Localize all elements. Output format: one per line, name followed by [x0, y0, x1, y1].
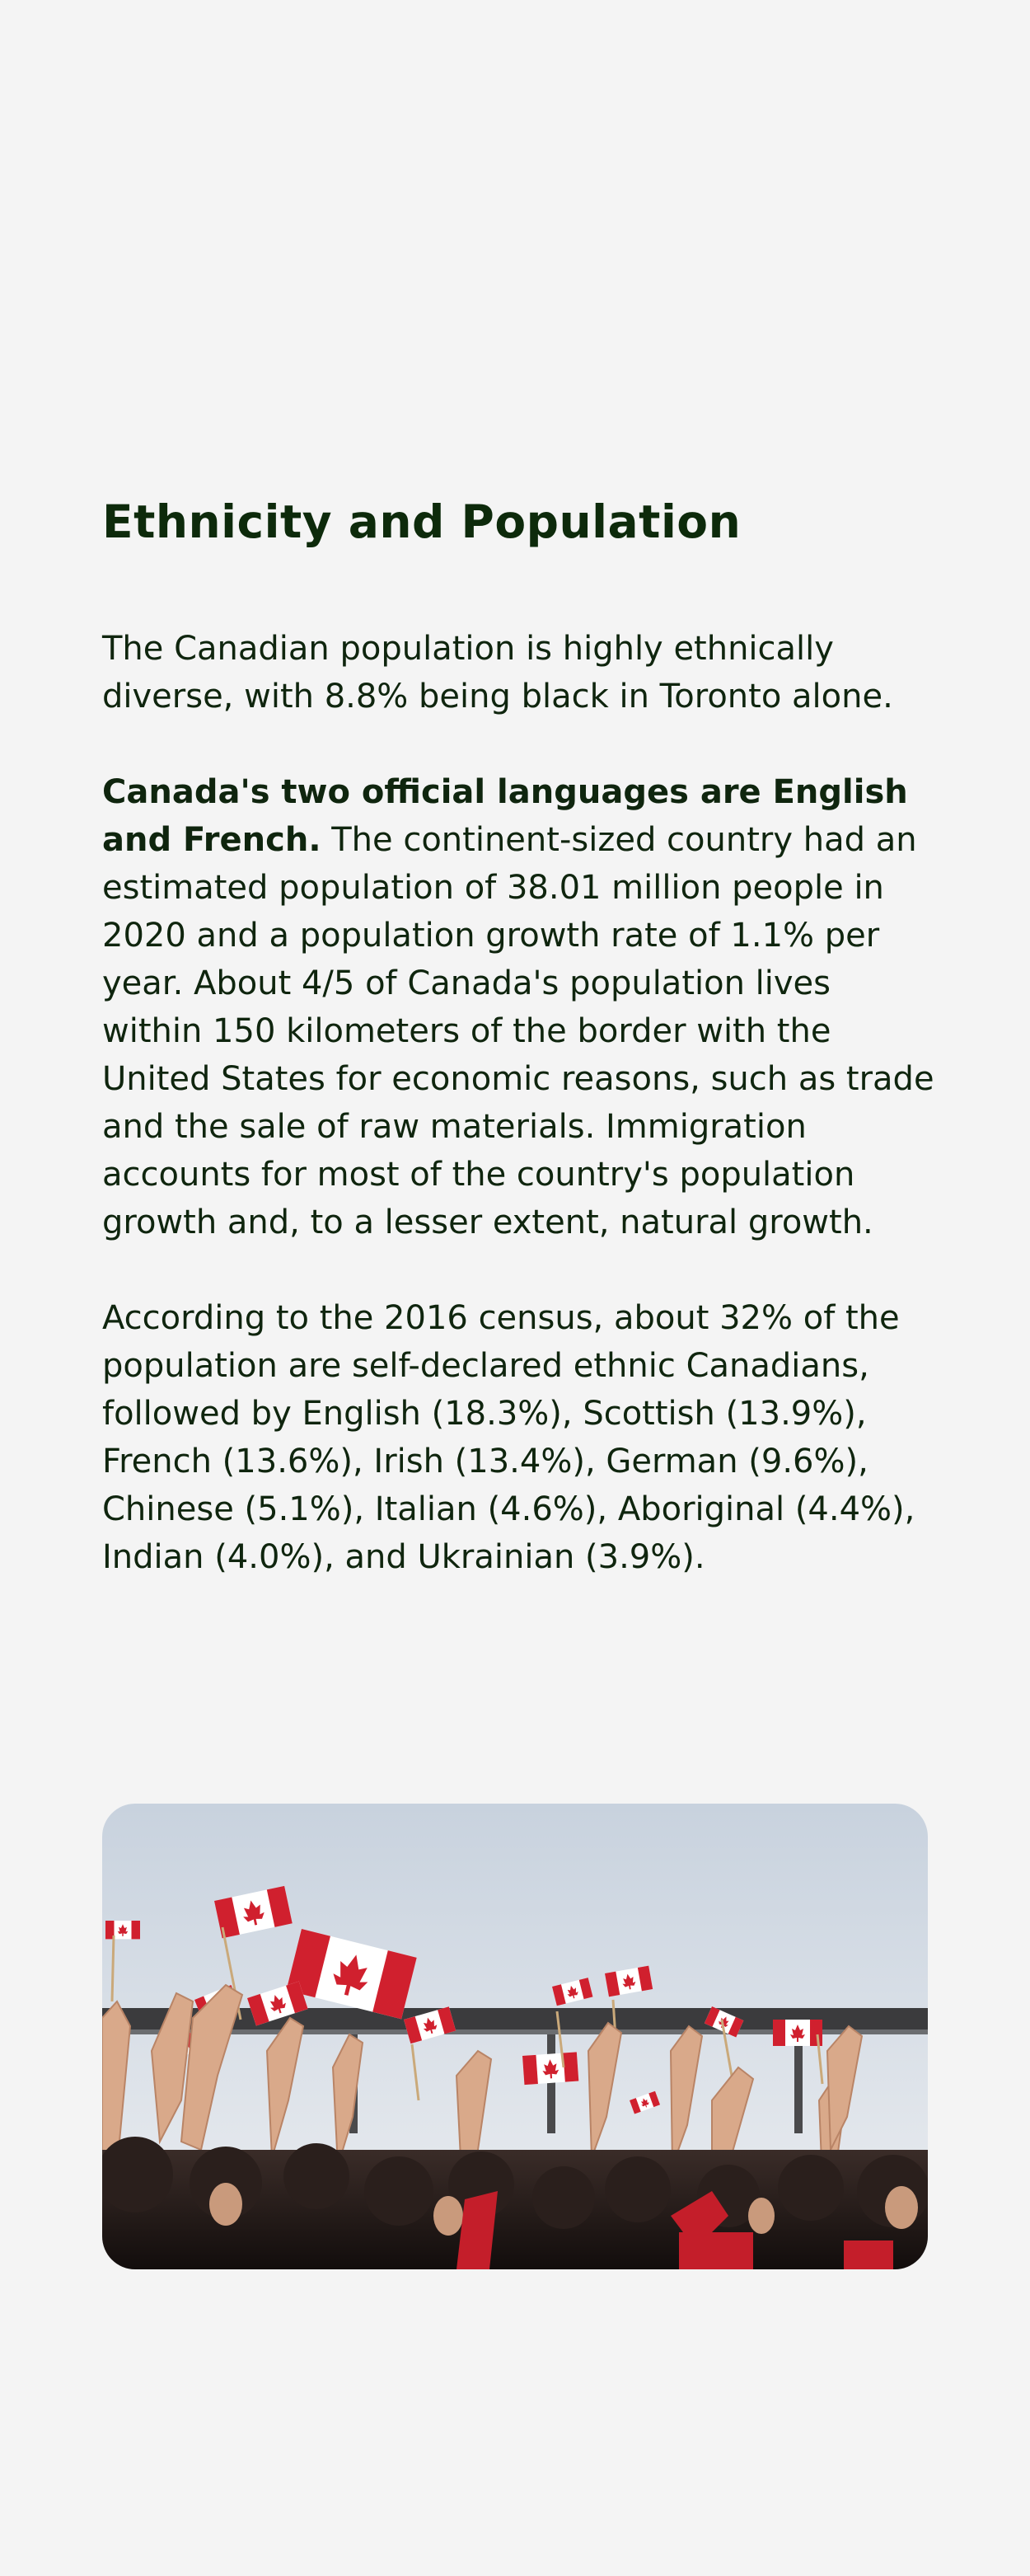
paragraph-body: The continent-sized country had an estim…: [102, 821, 934, 1241]
paragraph-census: According to the 2016 census, about 32% …: [102, 1299, 915, 1576]
ethnicity-section: Ethnicity and Population The Canadian po…: [102, 495, 934, 1581]
crowd-flags-photo: [102, 1804, 928, 2269]
paragraph-languages-population: Canada's two official languages are Engl…: [102, 768, 934, 1246]
paragraph-diversity: The Canadian population is highly ethnic…: [102, 630, 893, 716]
section-heading: Ethnicity and Population: [102, 495, 742, 548]
crowd-flags-illustration: [102, 1804, 928, 2269]
paragraph-bold-lead: Canada's two official languages are Engl…: [102, 773, 908, 859]
